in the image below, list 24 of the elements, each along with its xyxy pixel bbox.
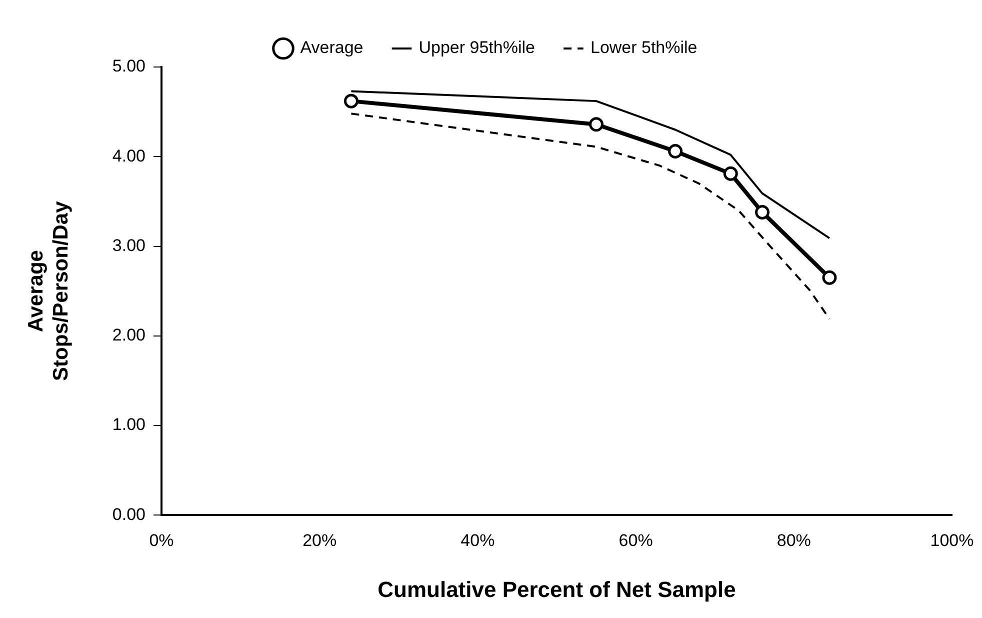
legend-label: Average bbox=[300, 38, 364, 58]
y-tick-label: 4.00 bbox=[112, 146, 146, 166]
point bbox=[755, 204, 770, 220]
x-tick-label: 100% bbox=[930, 531, 974, 550]
line-series bbox=[350, 112, 830, 320]
point bbox=[723, 166, 738, 181]
y-tick-label: 2.00 bbox=[112, 326, 146, 345]
y-tick-label: 1.00 bbox=[112, 415, 146, 434]
y-tick-label: 3.00 bbox=[112, 236, 146, 255]
y-axis-title: Average Stops/Person/Day bbox=[24, 200, 73, 381]
x-tick-label: 60% bbox=[618, 531, 653, 550]
x-tick-label: 80% bbox=[776, 531, 811, 550]
point bbox=[589, 117, 604, 132]
x-tick-label: 20% bbox=[302, 531, 337, 550]
legend-label: Upper 95th%ile bbox=[418, 38, 535, 58]
y-tick-label: 5.00 bbox=[112, 56, 146, 76]
x-axis-title: Cumulative Percent of Net Sample bbox=[378, 576, 736, 602]
x-tick-label: 0% bbox=[149, 531, 174, 550]
y-tick-label: 0.00 bbox=[112, 504, 146, 524]
legend-label: Lower 5th%ile bbox=[590, 38, 698, 58]
point bbox=[344, 94, 358, 108]
x-tick-label: 40% bbox=[460, 531, 495, 550]
point bbox=[668, 144, 683, 159]
point bbox=[822, 270, 837, 285]
